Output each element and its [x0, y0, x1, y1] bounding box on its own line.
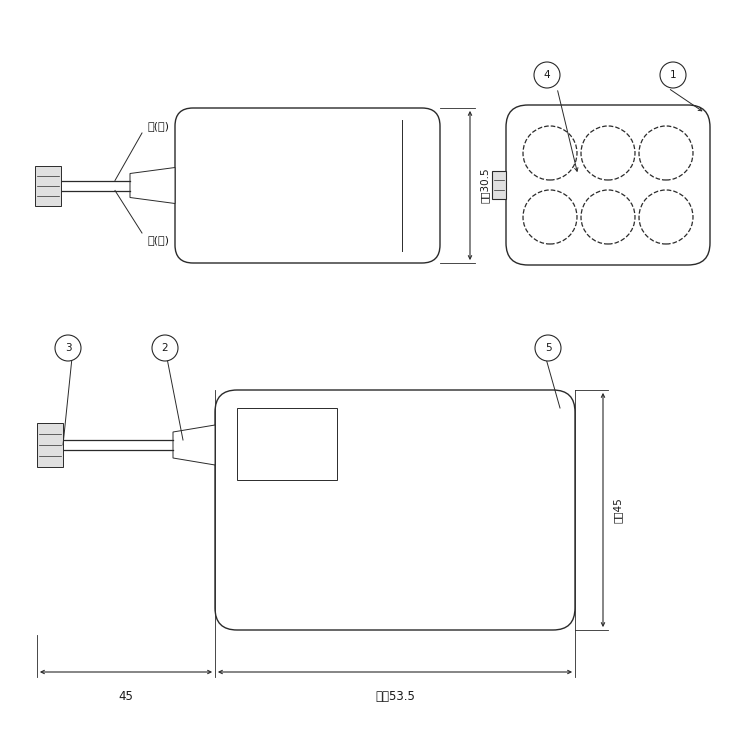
Circle shape: [660, 62, 686, 88]
Text: 最大45: 最大45: [613, 497, 623, 523]
Bar: [35, 166, 61, 206]
Circle shape: [55, 335, 81, 361]
Bar: [237, 408, 337, 480]
Text: 2: 2: [162, 343, 169, 353]
Text: 1: 1: [669, 70, 676, 80]
Text: 3: 3: [65, 343, 71, 353]
Polygon shape: [130, 167, 175, 204]
Circle shape: [639, 190, 693, 244]
Bar: [492, 171, 506, 199]
Text: 赤(＋): 赤(＋): [147, 235, 169, 245]
Text: 最大30.5: 最大30.5: [480, 168, 490, 204]
FancyBboxPatch shape: [506, 105, 710, 265]
Text: 4: 4: [544, 70, 551, 80]
Circle shape: [523, 190, 577, 244]
Polygon shape: [173, 425, 215, 465]
FancyBboxPatch shape: [175, 108, 440, 263]
Circle shape: [581, 190, 635, 244]
Text: 45: 45: [119, 690, 134, 703]
Text: 黒(－): 黒(－): [147, 121, 169, 131]
Circle shape: [639, 126, 693, 180]
Circle shape: [534, 62, 560, 88]
FancyBboxPatch shape: [215, 390, 575, 630]
Text: 最大53.5: 最大53.5: [375, 690, 415, 703]
Circle shape: [523, 126, 577, 180]
Text: 5: 5: [545, 343, 551, 353]
Bar: [37, 423, 63, 467]
Circle shape: [535, 335, 561, 361]
Circle shape: [581, 126, 635, 180]
Circle shape: [152, 335, 178, 361]
